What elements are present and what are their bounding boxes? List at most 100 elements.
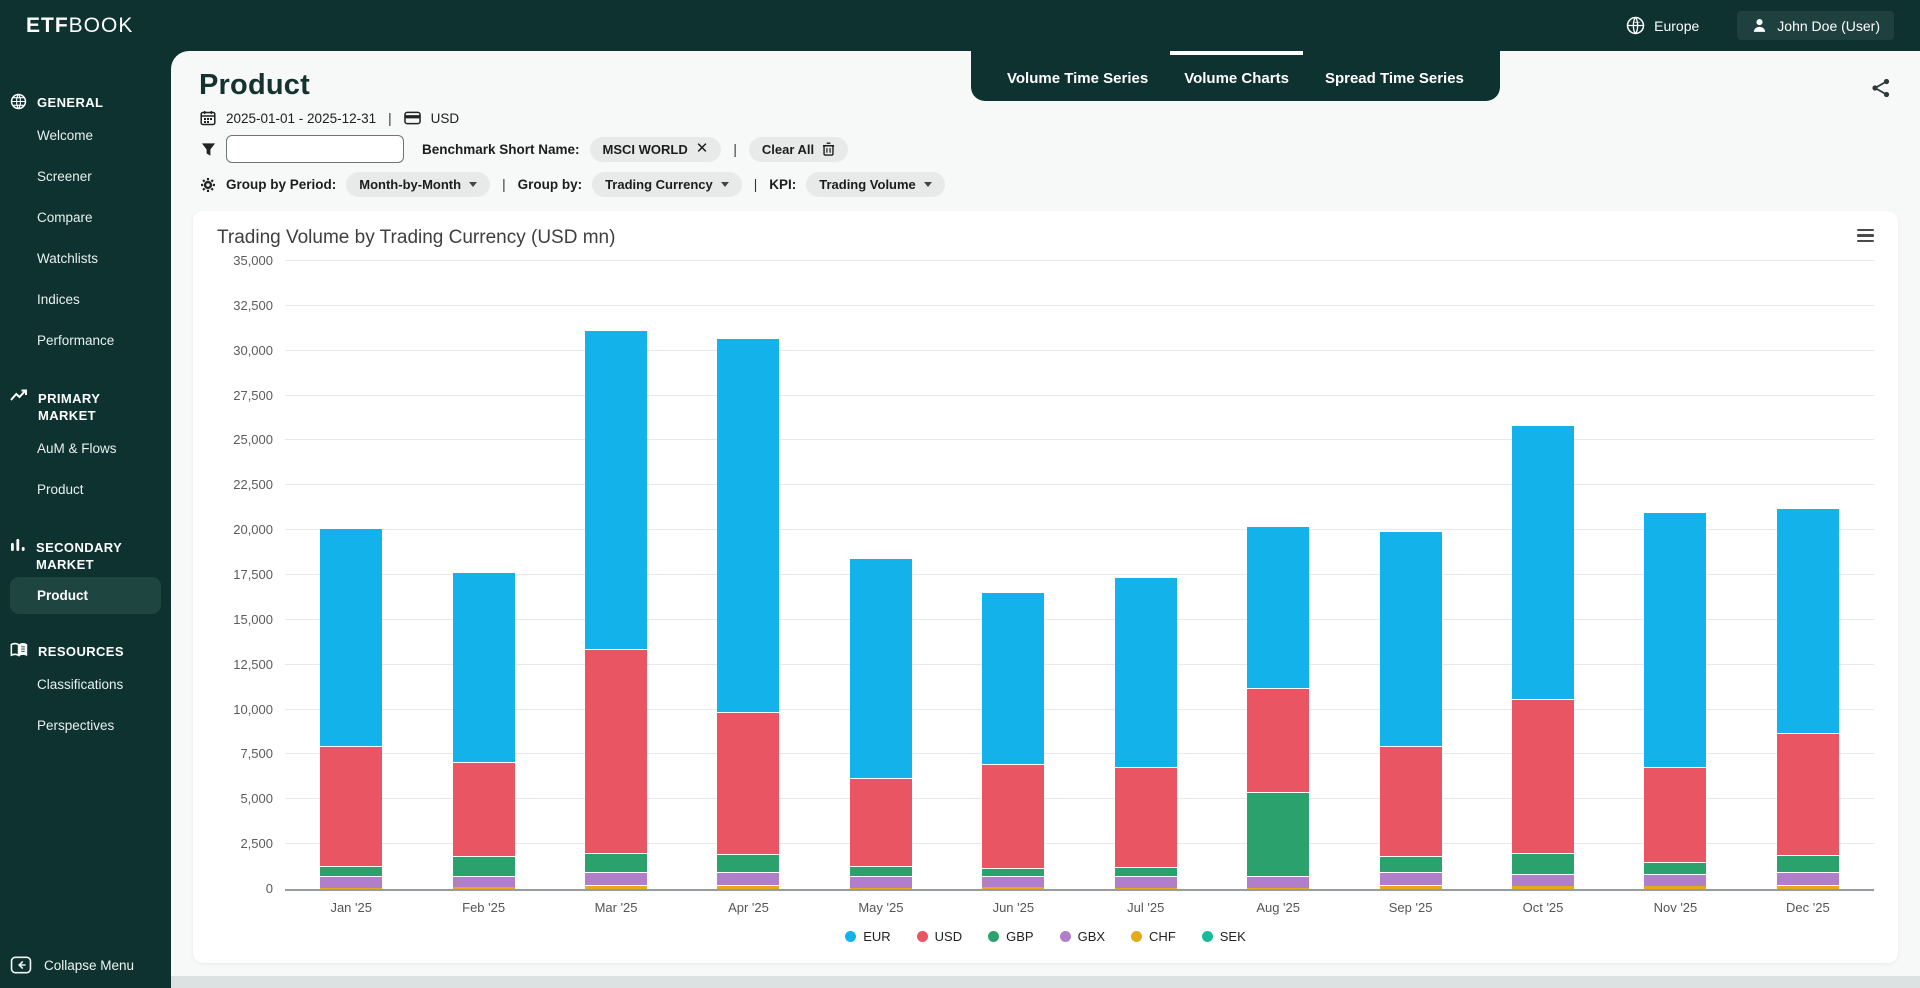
bar-segment-chf[interactable]: [717, 885, 780, 889]
bar-segment-gbx[interactable]: [1379, 871, 1442, 885]
bar-segment-chf[interactable]: [585, 884, 648, 889]
user-menu[interactable]: John Doe (User): [1737, 11, 1894, 40]
kpi-dropdown[interactable]: Trading Volume: [806, 172, 945, 197]
bar-segment-eur[interactable]: [1247, 526, 1310, 689]
currency-value[interactable]: USD: [430, 110, 460, 126]
bar-segment-gbp[interactable]: [982, 867, 1045, 877]
tab-volume-time-series[interactable]: Volume Time Series: [1007, 69, 1149, 87]
bar-segment-gbx[interactable]: [1512, 873, 1574, 887]
bar-segment-usd[interactable]: [1776, 733, 1839, 855]
stacked-bar-apr-25[interactable]: [717, 338, 780, 889]
clear-all-button[interactable]: Clear All: [748, 136, 849, 162]
tab-volume-charts[interactable]: Volume Charts: [1170, 51, 1303, 101]
bar-segment-gbx[interactable]: [452, 876, 515, 888]
sidebar-item-performance[interactable]: Performance: [37, 333, 115, 348]
bar-segment-eur[interactable]: [849, 559, 912, 778]
bar-segment-chf[interactable]: [1512, 886, 1574, 889]
bar-segment-usd[interactable]: [452, 761, 515, 856]
legend-item-chf[interactable]: CHF: [1131, 929, 1176, 944]
sidebar-item-product[interactable]: Product: [10, 577, 161, 614]
bar-segment-chf[interactable]: [1114, 887, 1177, 889]
bar-segment-gbx[interactable]: [982, 876, 1045, 887]
sidebar-item-watchlists[interactable]: Watchlists: [37, 251, 99, 266]
legend-item-usd[interactable]: USD: [916, 929, 962, 944]
sidebar-item-screener[interactable]: Screener: [37, 169, 92, 184]
bar-segment-gbx[interactable]: [849, 876, 912, 888]
sidebar-item-perspectives[interactable]: Perspectives: [37, 718, 115, 733]
bar-segment-eur[interactable]: [452, 573, 515, 762]
bar-segment-gbx[interactable]: [1776, 871, 1839, 886]
bar-segment-chf[interactable]: [1379, 884, 1442, 889]
bar-segment-gbp[interactable]: [452, 855, 515, 877]
bar-segment-gbx[interactable]: [1114, 876, 1177, 888]
sidebar-item-product[interactable]: Product: [37, 482, 84, 497]
bar-segment-gbp[interactable]: [1247, 792, 1310, 877]
bar-segment-eur[interactable]: [1776, 508, 1839, 734]
group-by-period-dropdown[interactable]: Month-by-Month: [346, 172, 491, 197]
bar-segment-eur[interactable]: [1644, 512, 1707, 768]
bar-segment-gbx[interactable]: [717, 871, 780, 886]
bar-segment-gbp[interactable]: [717, 854, 780, 872]
group-by-dropdown[interactable]: Trading Currency: [592, 172, 742, 197]
bar-segment-eur[interactable]: [1379, 532, 1442, 746]
bar-segment-usd[interactable]: [717, 711, 780, 855]
bar-segment-eur[interactable]: [717, 338, 780, 712]
bar-segment-eur[interactable]: [585, 331, 648, 649]
bar-segment-gbp[interactable]: [585, 853, 648, 872]
bar-segment-usd[interactable]: [1379, 745, 1442, 856]
bar-segment-chf[interactable]: [1247, 887, 1310, 889]
bar-segment-gbp[interactable]: [1512, 853, 1574, 874]
bar-segment-chf[interactable]: [849, 887, 912, 889]
legend-item-gbp[interactable]: GBP: [988, 929, 1034, 944]
bar-segment-gbp[interactable]: [1644, 862, 1707, 874]
stacked-bar-may-25[interactable]: [849, 559, 912, 889]
bar-segment-gbp[interactable]: [320, 865, 383, 876]
bar-segment-usd[interactable]: [585, 648, 648, 854]
bar-segment-gbx[interactable]: [1247, 876, 1310, 888]
sidebar-item-aum-flows[interactable]: AuM & Flows: [37, 441, 117, 456]
bar-segment-usd[interactable]: [1644, 767, 1707, 863]
sidebar-item-compare[interactable]: Compare: [37, 210, 93, 225]
legend-item-sek[interactable]: SEK: [1201, 929, 1246, 944]
legend-item-eur[interactable]: EUR: [845, 929, 891, 944]
bar-segment-gbx[interactable]: [585, 871, 648, 885]
bar-segment-eur[interactable]: [982, 593, 1045, 764]
share-icon[interactable]: [1870, 77, 1892, 99]
bar-segment-gbx[interactable]: [320, 875, 383, 888]
bar-segment-usd[interactable]: [849, 777, 912, 866]
bar-segment-usd[interactable]: [320, 745, 383, 866]
stacked-bar-oct-25[interactable]: [1512, 426, 1574, 889]
legend-item-gbx[interactable]: GBX: [1059, 929, 1105, 944]
collapse-menu-button[interactable]: Collapse Menu: [0, 956, 171, 974]
bar-segment-eur[interactable]: [320, 528, 383, 746]
bar-segment-usd[interactable]: [1114, 767, 1177, 867]
region-selector[interactable]: Europe: [1626, 16, 1699, 35]
bar-segment-usd[interactable]: [982, 763, 1045, 868]
bar-segment-gbp[interactable]: [1776, 854, 1839, 872]
stacked-bar-jul-25[interactable]: [1114, 577, 1177, 889]
bar-segment-gbx[interactable]: [1644, 873, 1707, 887]
bar-segment-eur[interactable]: [1114, 577, 1177, 768]
benchmark-chip[interactable]: MSCI WORLD ✕: [589, 136, 722, 162]
tab-spread-time-series[interactable]: Spread Time Series: [1324, 69, 1464, 87]
sidebar-item-classifications[interactable]: Classifications: [37, 677, 124, 692]
stacked-bar-mar-25[interactable]: [585, 331, 648, 889]
chart-menu-icon[interactable]: [1857, 229, 1874, 245]
stacked-bar-dec-25[interactable]: [1776, 508, 1839, 889]
stacked-bar-jan-25[interactable]: [320, 528, 383, 889]
sidebar-item-welcome[interactable]: Welcome: [37, 128, 94, 143]
filter-search-input[interactable]: [226, 135, 404, 163]
bar-segment-gbp[interactable]: [1379, 855, 1442, 872]
bar-segment-chf[interactable]: [452, 887, 515, 889]
stacked-bar-nov-25[interactable]: [1644, 512, 1707, 889]
bar-segment-usd[interactable]: [1512, 698, 1574, 854]
stacked-bar-jun-25[interactable]: [982, 593, 1045, 889]
bar-segment-chf[interactable]: [320, 887, 383, 889]
stacked-bar-feb-25[interactable]: [452, 573, 515, 889]
stacked-bar-sep-25[interactable]: [1379, 532, 1442, 889]
bar-segment-usd[interactable]: [1247, 688, 1310, 793]
bar-segment-chf[interactable]: [1644, 886, 1707, 889]
bar-segment-eur[interactable]: [1512, 426, 1574, 699]
bar-segment-gbp[interactable]: [1114, 866, 1177, 877]
date-range-value[interactable]: 2025-01-01 - 2025-12-31: [226, 110, 377, 126]
